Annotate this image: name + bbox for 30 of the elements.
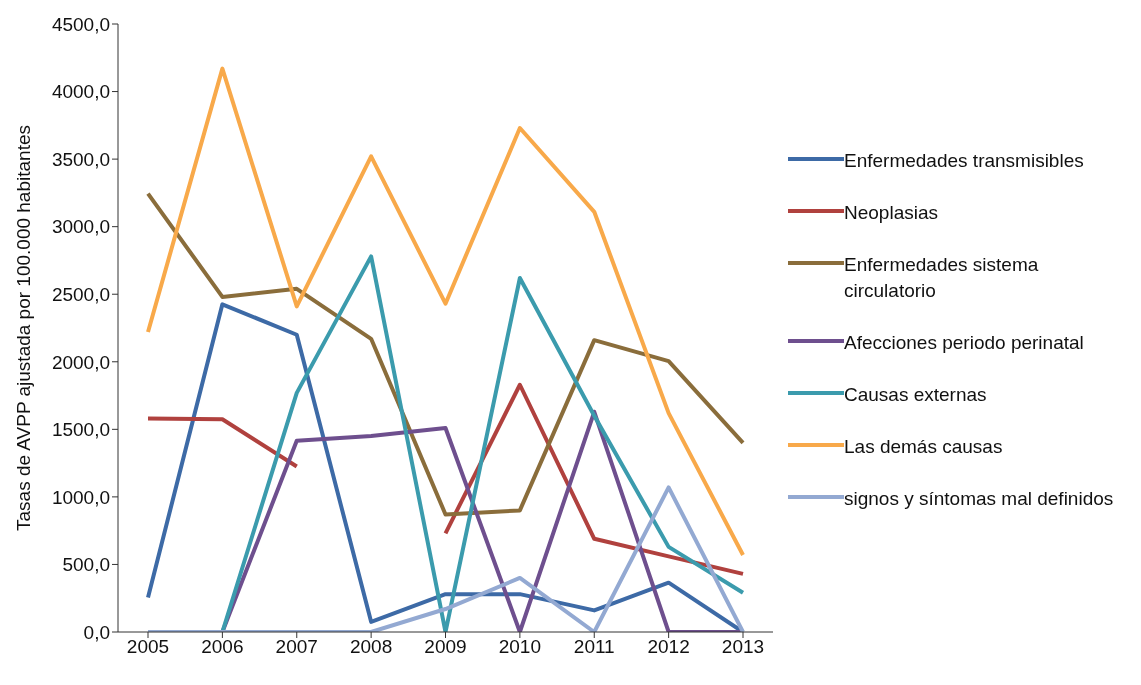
y-tick-label: 3000,0 xyxy=(51,216,110,238)
x-tick-label: 2009 xyxy=(424,636,467,658)
x-tick-label: 2008 xyxy=(349,636,393,658)
y-tick-label: 1500,0 xyxy=(51,419,110,441)
y-tick-label: 0,0 xyxy=(83,621,110,643)
x-tick-label: 2007 xyxy=(275,636,318,658)
legend-label: Afecciones periodo perinatal xyxy=(844,330,1084,355)
legend-label: Enfermedades transmisibles xyxy=(844,148,1084,173)
legend-label: Enfermedades sistema circulatorio xyxy=(844,252,1040,303)
y-tick-label: 1000,0 xyxy=(51,486,110,508)
line-series xyxy=(146,66,745,557)
x-tick-label: 2012 xyxy=(647,636,690,658)
legend-label: signos y síntomas mal definidos xyxy=(844,486,1114,511)
y-tick-label: 2500,0 xyxy=(51,283,110,305)
y-tick-label: 500,0 xyxy=(62,554,110,576)
x-tick-label: 2005 xyxy=(126,636,170,658)
y-axis-title: Tasas de AVPP ajustada por 100.000 habitantes xyxy=(12,125,34,531)
x-tick-label: 2013 xyxy=(721,636,765,658)
y-tick-label: 4000,0 xyxy=(51,81,110,103)
x-tick-label: 2010 xyxy=(498,636,542,658)
y-tick-label: 3500,0 xyxy=(51,148,110,170)
x-tick-label: 2011 xyxy=(573,636,615,658)
line-series xyxy=(146,191,745,517)
legend-label: Las demás causas xyxy=(844,434,1003,459)
legend-label: Causas externas xyxy=(844,382,987,407)
legend-label: Neoplasias xyxy=(844,200,938,225)
y-tick-label: 2000,0 xyxy=(51,351,110,373)
line-series xyxy=(146,485,745,632)
y-tick-label: 4500,0 xyxy=(51,13,110,35)
x-tick-label: 2006 xyxy=(201,636,244,658)
